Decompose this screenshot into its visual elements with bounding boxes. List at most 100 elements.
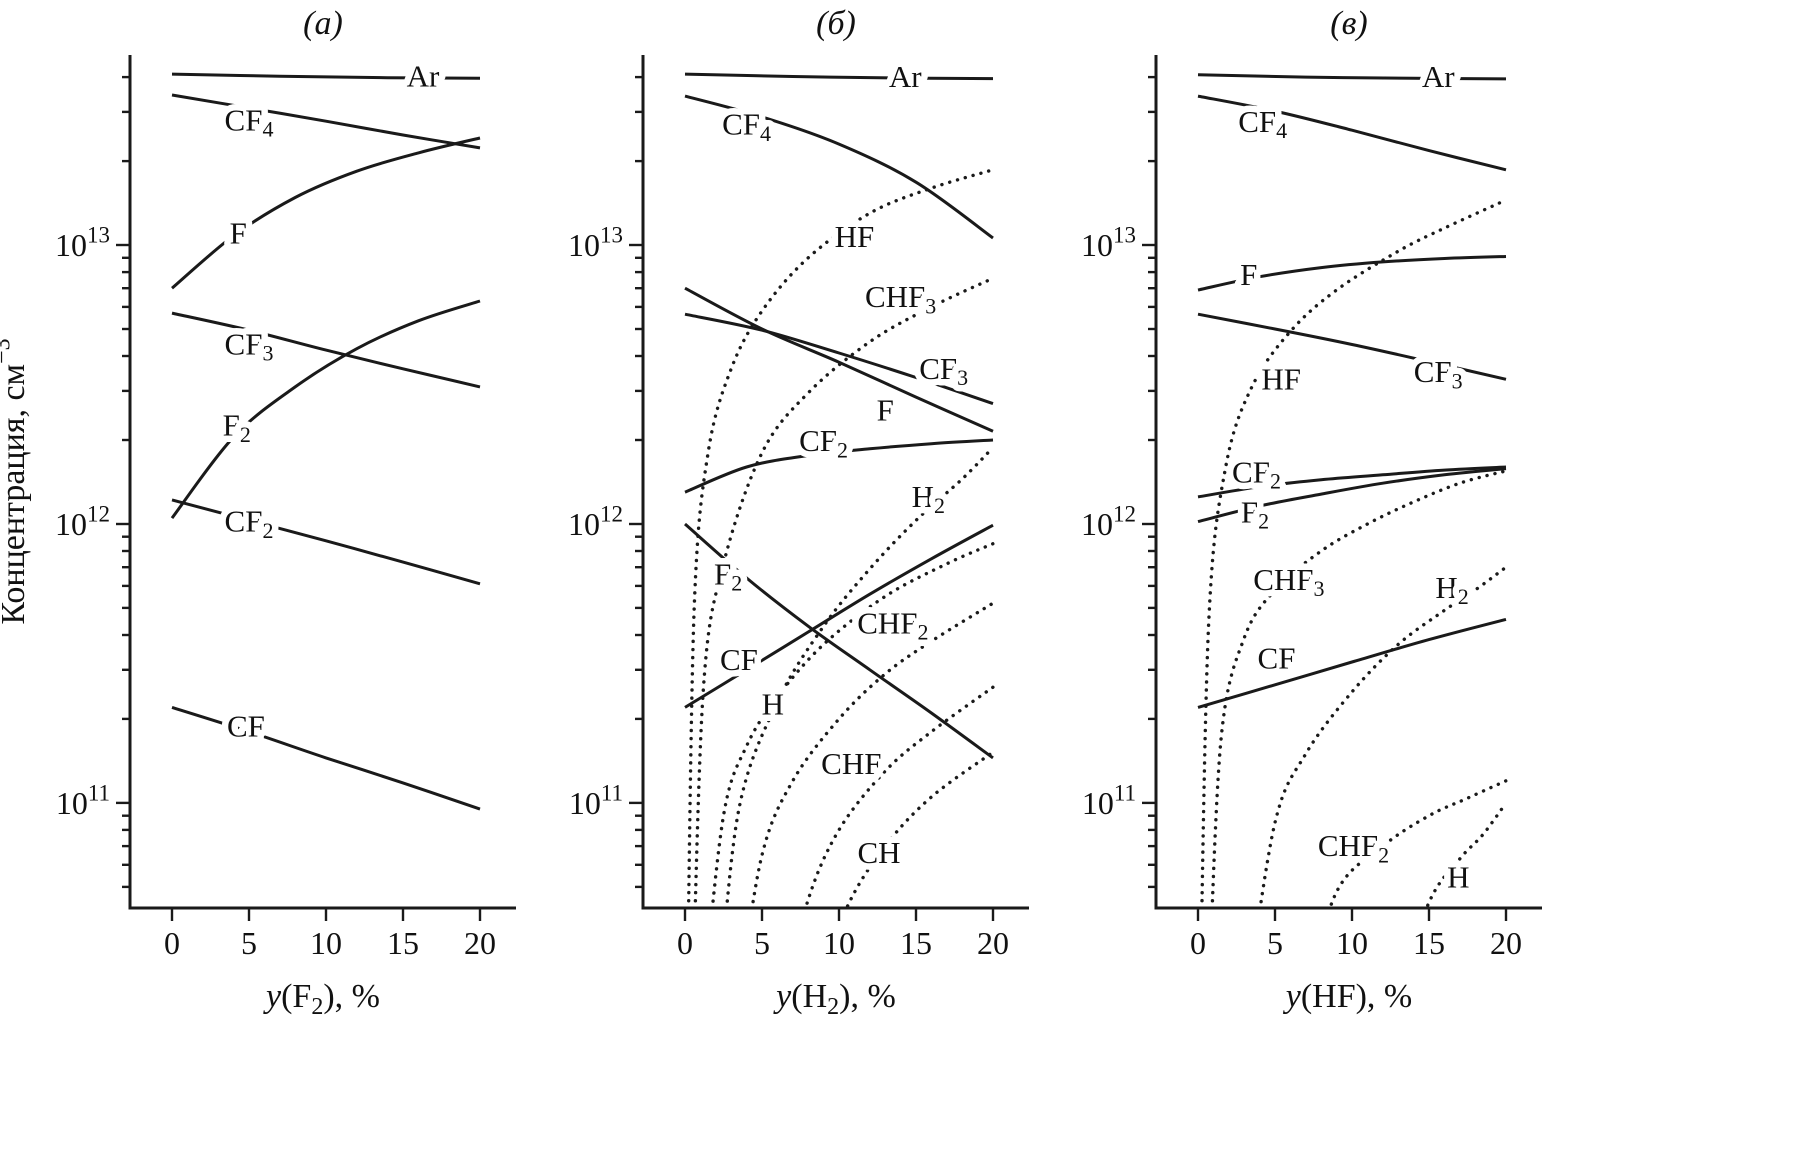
series-H2-label: H2 — [1435, 570, 1468, 609]
series-H-curve — [1424, 801, 1508, 908]
series-CF-label: CF — [720, 642, 758, 677]
series-CH-label: CH — [857, 835, 900, 870]
x-tick-label: 5 — [241, 925, 257, 961]
x-tick-label: 10 — [310, 925, 342, 961]
series-CHF-curve — [803, 685, 995, 908]
series-F2-curve — [1197, 467, 1507, 524]
series-HF-label: HF — [1261, 361, 1301, 396]
x-tick-label: 5 — [754, 925, 770, 961]
series-F2-curve — [684, 522, 994, 760]
series-CH-curve — [844, 750, 995, 908]
series-CHF3-label: CHF3 — [1253, 562, 1324, 601]
series-CHF2-label: CHF2 — [857, 605, 928, 644]
axes-frame — [1154, 55, 1542, 910]
series-CF2-curve — [684, 438, 994, 494]
series-CF-curve — [171, 705, 481, 811]
series-CF4-label: CF4 — [722, 107, 771, 146]
series-Ar-curve — [1197, 73, 1507, 81]
series-H-label: H — [762, 687, 784, 722]
series-CF2-curve — [1197, 465, 1507, 499]
x-axis-label: y(HF), % — [1283, 978, 1413, 1015]
series-F-curve — [171, 136, 481, 290]
panel-: 1011 1012 1013 0 5 10 15 20 (в) y(HF), % Ar CF4 F HF C… — [1081, 5, 1542, 1015]
series-CF3-label: CF3 — [1414, 354, 1463, 393]
y-axis-label: Концентрация, см−3 — [0, 338, 32, 624]
series-CF4-curve — [684, 94, 994, 240]
series-Ar-label: Ar — [889, 59, 922, 94]
series-Ar-curve — [684, 72, 994, 81]
series-F-label: F — [877, 393, 894, 428]
series-CF4-label: CF4 — [1238, 104, 1287, 143]
series-F-label: F — [230, 216, 247, 251]
series-CF2-label: CF2 — [799, 423, 848, 462]
x-tick-label: 0 — [164, 925, 180, 961]
axes-frame — [641, 55, 1029, 910]
y-tick-label: 1012 — [568, 502, 623, 542]
series-HF-label: HF — [835, 219, 875, 254]
series-CF3-label: CF3 — [225, 327, 274, 366]
series-CF3-curve — [171, 311, 481, 389]
series-CF2-label: CF2 — [225, 504, 274, 543]
series-F-curve — [1197, 255, 1507, 292]
series-CF-curve — [1197, 617, 1507, 709]
y-tick-label: 1013 — [1081, 223, 1136, 263]
series-F2-label: F2 — [1241, 494, 1269, 533]
y-tick-label: 1012 — [1081, 502, 1136, 542]
series-H2-label: H2 — [912, 479, 945, 518]
series-CF3-curve — [684, 312, 994, 406]
series-CF4-curve — [171, 93, 481, 150]
y-tick-label: 1011 — [569, 781, 623, 821]
y-tick-label: 1011 — [1082, 781, 1136, 821]
panel-title: (в) — [1330, 5, 1367, 42]
x-tick-label: 15 — [387, 925, 419, 961]
y-tick-label: 1012 — [55, 502, 110, 542]
x-tick-label: 20 — [1490, 925, 1522, 961]
x-tick-label: 10 — [823, 925, 855, 961]
series-Ar-label: Ar — [407, 59, 440, 94]
series-CF3-label: CF3 — [919, 351, 968, 390]
x-tick-label: 5 — [1267, 925, 1283, 961]
series-CF3-curve — [1197, 312, 1507, 381]
x-tick-label: 10 — [1336, 925, 1368, 961]
x-tick-label: 0 — [1190, 925, 1206, 961]
series-CHF2-label: CHF2 — [1318, 828, 1389, 867]
series-CHF3-label: CHF3 — [865, 279, 936, 318]
x-tick-label: 20 — [464, 925, 496, 961]
series-CHF3-curve — [1210, 469, 1508, 908]
panel-title: (а) — [303, 5, 343, 42]
series-F2-label: F2 — [223, 408, 251, 447]
x-tick-label: 20 — [977, 925, 1009, 961]
series-H2-curve — [724, 445, 995, 908]
series-HF-curve — [1200, 198, 1508, 908]
axes-frame — [128, 55, 516, 910]
x-axis-label: y(H2), % — [773, 978, 896, 1020]
x-tick-label: 15 — [900, 925, 932, 961]
series-F-curve — [684, 286, 994, 433]
x-axis-label: y(F2), % — [263, 978, 380, 1020]
panel-title: (б) — [816, 5, 856, 42]
series-CHF-label: CHF — [821, 746, 881, 781]
series-CHF2-curve — [750, 601, 995, 908]
y-tick-label: 1013 — [568, 223, 623, 263]
series-CF4-curve — [1197, 94, 1507, 172]
y-tick-label: 1011 — [56, 781, 110, 821]
series-H-label: H — [1447, 860, 1469, 895]
series-F-label: F — [1240, 257, 1257, 292]
series-CF-curve — [684, 523, 994, 709]
series-CHF2-curve — [1328, 779, 1508, 908]
series-HF-curve — [686, 168, 995, 908]
series-CF2-label: CF2 — [1232, 454, 1281, 493]
y-tick-label: 1013 — [55, 223, 110, 263]
series-F2-label: F2 — [714, 556, 742, 595]
x-tick-label: 15 — [1413, 925, 1445, 961]
series-Ar-label: Ar — [1422, 59, 1455, 94]
series-F2-curve — [170, 299, 481, 520]
series-CF-label: CF — [1258, 640, 1296, 675]
series-Ar-curve — [171, 72, 481, 80]
series-H2-curve — [1258, 565, 1508, 908]
series-CHF3-curve — [693, 276, 995, 908]
series-CF2-curve — [171, 498, 481, 586]
